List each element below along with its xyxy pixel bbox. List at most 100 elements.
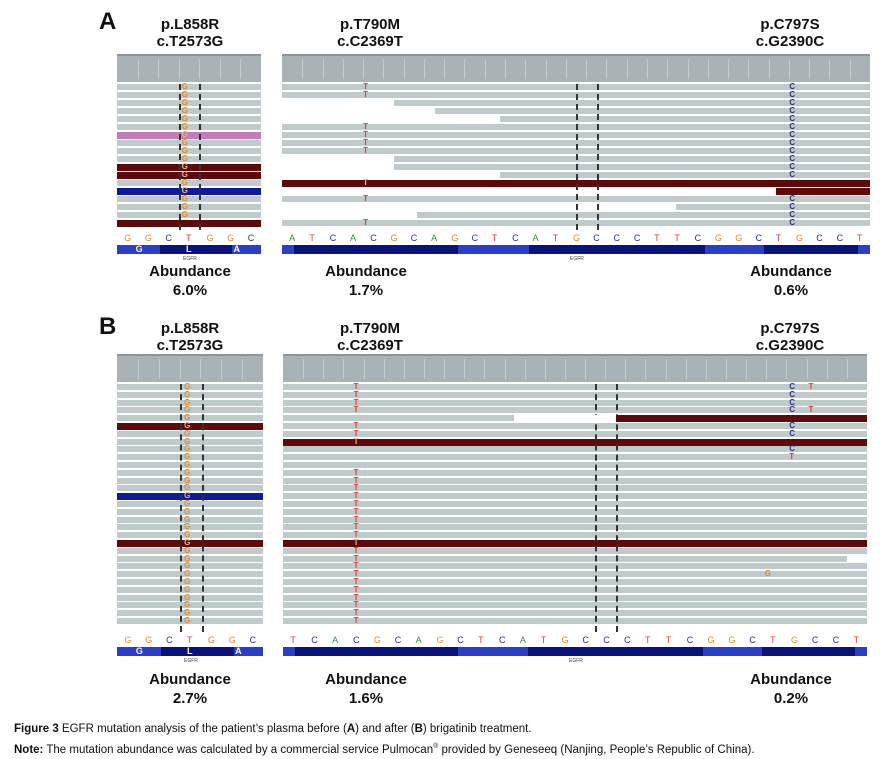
sequencing-read — [283, 462, 867, 468]
mismatch-base: G — [181, 106, 188, 115]
panel-b-letter: B — [99, 313, 117, 340]
sequencing-read — [117, 148, 261, 154]
sequencing-read — [283, 399, 867, 406]
mismatch-base: G — [184, 444, 191, 454]
reference-base: T — [770, 635, 776, 645]
ruler-tick — [544, 359, 546, 379]
reference-base: C — [329, 233, 337, 243]
gene-name-label: EGFR — [184, 658, 198, 664]
reference-base: G — [207, 635, 215, 645]
protein-change: p.C797S — [760, 16, 820, 33]
sequencing-read — [499, 116, 870, 122]
sequencing-read — [283, 594, 867, 601]
reference-base: T — [290, 635, 296, 645]
mismatch-base: G — [181, 130, 188, 139]
ruler-tick — [626, 59, 628, 79]
ruler-tick — [363, 359, 365, 379]
abundance-value: 0.6% — [773, 282, 809, 299]
mismatch-base: C — [789, 138, 796, 147]
sequencing-read — [283, 618, 867, 624]
reference-base: T — [309, 233, 315, 243]
reference-base: C — [593, 233, 600, 243]
reference-base: T — [186, 233, 192, 243]
amino-acid: G — [135, 646, 143, 656]
reference-base: C — [633, 233, 641, 243]
mismatch-base: G — [184, 514, 191, 524]
mismatch-base: T — [353, 421, 359, 430]
mismatch-base: G — [181, 122, 188, 131]
position-guide-line — [201, 384, 204, 632]
position-guide-line — [596, 84, 599, 230]
mismatch-base: G — [184, 600, 191, 610]
sequencing-read — [283, 579, 867, 585]
mismatch-base: G — [181, 202, 188, 211]
mismatch-base: C — [789, 114, 796, 123]
ruler-tick — [504, 359, 506, 379]
sequencing-read — [117, 212, 261, 218]
cdna-change: c.G2390C — [755, 33, 825, 50]
sequencing-read — [283, 384, 867, 390]
ruler-tick — [464, 359, 466, 379]
reference-base: G — [228, 635, 236, 645]
figure-note: Note: The mutation abundance was calcula… — [14, 740, 755, 757]
mismatch-base: G — [184, 452, 191, 462]
abundance-value: 1.7% — [348, 282, 384, 299]
sequencing-read — [117, 423, 263, 430]
sequencing-read — [117, 516, 263, 523]
mismatch-base: G — [184, 545, 191, 555]
reference-base: T — [674, 233, 680, 243]
sequencing-read — [117, 524, 263, 531]
ruler-tick — [728, 59, 730, 79]
caption-text: ) brigatinib treatment. — [422, 723, 532, 735]
mismatch-base: C — [789, 421, 796, 430]
codon-highlight — [160, 245, 233, 254]
coverage-ruler — [117, 54, 261, 82]
reference-base: G — [390, 233, 398, 243]
sequencing-read — [283, 430, 867, 437]
exon-segment — [293, 245, 459, 254]
sequencing-read — [117, 446, 263, 453]
sequencing-read — [283, 423, 867, 429]
mismatch-base: G — [181, 194, 188, 203]
reference-base: C — [832, 635, 840, 645]
mismatch-base: G — [184, 538, 191, 547]
mismatch-base: T — [353, 428, 359, 438]
ruler-tick — [586, 59, 588, 79]
mismatch-base: C — [789, 106, 796, 115]
reference-base: G — [124, 635, 132, 645]
mismatch-base: C — [789, 98, 796, 107]
panel-a-abundance-c797s: Abundance 0.6% — [721, 262, 861, 300]
caption-text: EGFR mutation analysis of the patient’s … — [58, 723, 347, 735]
reference-base: G — [145, 635, 153, 645]
figure-label: Figure 3 — [14, 723, 59, 735]
reference-base: C — [471, 233, 479, 243]
ruler-tick — [687, 59, 689, 79]
abundance-value: 1.6% — [348, 690, 384, 707]
ruler-tick — [179, 359, 181, 379]
reference-base: C — [836, 233, 844, 243]
mismatch-base: T — [353, 389, 359, 399]
sequencing-read — [283, 469, 867, 476]
mismatch-base: C — [789, 444, 796, 454]
mismatch-base: T — [353, 600, 359, 610]
sequencing-read — [117, 100, 261, 106]
sequencing-read — [117, 164, 261, 171]
sequencing-read — [283, 540, 867, 547]
ruler-tick — [645, 359, 647, 379]
mismatch-base: T — [353, 608, 359, 618]
sequencing-read — [283, 547, 867, 554]
ruler-tick — [383, 59, 385, 79]
mismatch-base: G — [184, 421, 191, 430]
amino-acid: A — [235, 646, 242, 656]
mismatch-base: G — [184, 436, 191, 446]
ruler-tick — [343, 359, 345, 379]
mismatch-base: G — [184, 569, 191, 579]
reference-base: T — [856, 233, 863, 243]
mismatch-base: T — [353, 561, 359, 571]
reference-base: C — [370, 233, 377, 243]
mismatch-base: G — [184, 522, 191, 532]
reference-base: G — [451, 233, 459, 243]
mismatch-base: T — [353, 475, 359, 485]
